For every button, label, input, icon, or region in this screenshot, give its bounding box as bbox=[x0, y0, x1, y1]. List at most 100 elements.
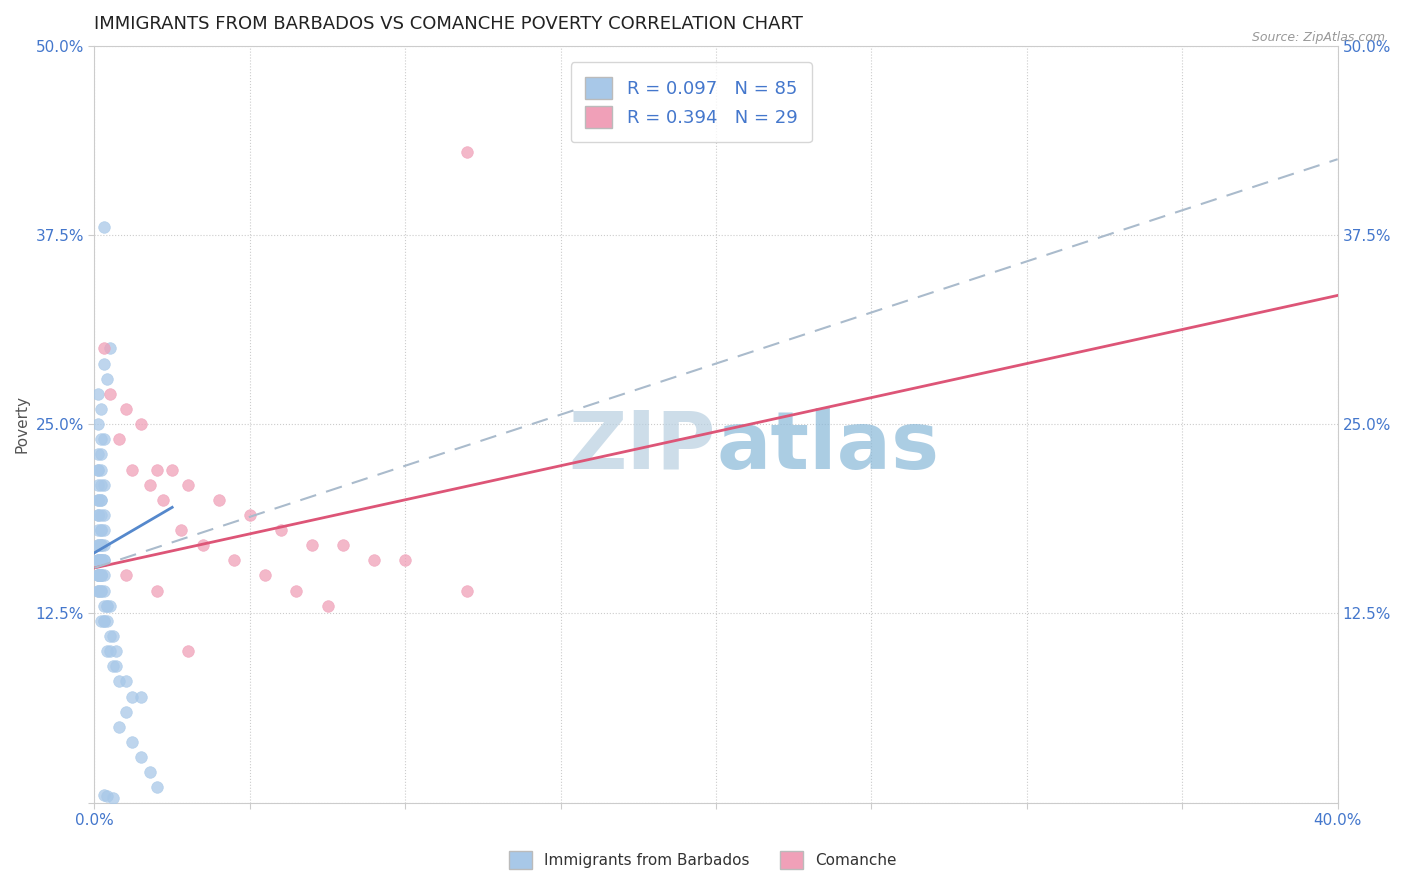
Point bbox=[93, 553, 115, 567]
Legend: Immigrants from Barbados, Comanche: Immigrants from Barbados, Comanche bbox=[503, 845, 903, 875]
Point bbox=[101, 659, 124, 673]
Point bbox=[129, 690, 152, 704]
Point bbox=[129, 417, 152, 431]
Point bbox=[90, 523, 112, 537]
Point bbox=[93, 568, 115, 582]
Point bbox=[93, 508, 115, 522]
Point bbox=[90, 447, 112, 461]
Point bbox=[90, 538, 112, 552]
Point bbox=[93, 432, 115, 446]
Point bbox=[86, 508, 108, 522]
Point bbox=[114, 705, 136, 719]
Point bbox=[121, 690, 143, 704]
Point bbox=[108, 432, 131, 446]
Point bbox=[121, 462, 143, 476]
Point bbox=[90, 477, 112, 491]
Text: IMMIGRANTS FROM BARBADOS VS COMANCHE POVERTY CORRELATION CHART: IMMIGRANTS FROM BARBADOS VS COMANCHE POV… bbox=[94, 15, 803, 33]
Y-axis label: Poverty: Poverty bbox=[15, 395, 30, 453]
Point bbox=[93, 477, 115, 491]
Point bbox=[114, 568, 136, 582]
Point bbox=[93, 614, 115, 628]
Point bbox=[93, 788, 115, 802]
Point bbox=[86, 553, 108, 567]
Point bbox=[86, 492, 108, 507]
Point bbox=[93, 599, 115, 613]
Point bbox=[86, 568, 108, 582]
Point bbox=[90, 553, 112, 567]
Text: ZIP: ZIP bbox=[569, 408, 716, 486]
Point bbox=[90, 523, 112, 537]
Point bbox=[139, 477, 162, 491]
Point bbox=[90, 614, 112, 628]
Point bbox=[101, 629, 124, 643]
Text: Source: ZipAtlas.com: Source: ZipAtlas.com bbox=[1251, 31, 1385, 45]
Point bbox=[363, 553, 385, 567]
Point bbox=[456, 145, 478, 159]
Point bbox=[316, 599, 339, 613]
Point bbox=[98, 644, 121, 658]
Point bbox=[96, 789, 118, 804]
Point bbox=[121, 735, 143, 749]
Point bbox=[114, 401, 136, 416]
Point bbox=[86, 538, 108, 552]
Point bbox=[270, 523, 292, 537]
Point bbox=[90, 553, 112, 567]
Point bbox=[86, 583, 108, 598]
Point bbox=[86, 568, 108, 582]
Point bbox=[90, 492, 112, 507]
Point bbox=[93, 614, 115, 628]
Point bbox=[456, 583, 478, 598]
Point bbox=[86, 508, 108, 522]
Point bbox=[86, 538, 108, 552]
Point bbox=[98, 387, 121, 401]
Point bbox=[332, 538, 354, 552]
Point bbox=[301, 538, 323, 552]
Point bbox=[96, 599, 118, 613]
Point bbox=[90, 538, 112, 552]
Point bbox=[208, 492, 231, 507]
Point bbox=[86, 523, 108, 537]
Point bbox=[86, 387, 108, 401]
Point bbox=[93, 523, 115, 537]
Point bbox=[86, 492, 108, 507]
Point bbox=[96, 644, 118, 658]
Point bbox=[129, 750, 152, 764]
Point bbox=[98, 629, 121, 643]
Point bbox=[98, 342, 121, 356]
Point bbox=[105, 644, 128, 658]
Point bbox=[90, 553, 112, 567]
Point bbox=[86, 568, 108, 582]
Point bbox=[93, 553, 115, 567]
Point bbox=[152, 492, 174, 507]
Point bbox=[139, 765, 162, 780]
Point bbox=[239, 508, 262, 522]
Point bbox=[90, 401, 112, 416]
Point bbox=[145, 462, 167, 476]
Point bbox=[90, 432, 112, 446]
Point bbox=[86, 568, 108, 582]
Point bbox=[160, 462, 183, 476]
Point bbox=[193, 538, 215, 552]
Point bbox=[90, 568, 112, 582]
Point bbox=[114, 674, 136, 689]
Point bbox=[86, 447, 108, 461]
Point bbox=[90, 508, 112, 522]
Point bbox=[90, 568, 112, 582]
Point bbox=[90, 568, 112, 582]
Point bbox=[90, 538, 112, 552]
Point bbox=[86, 583, 108, 598]
Point bbox=[86, 553, 108, 567]
Point bbox=[93, 342, 115, 356]
Point bbox=[145, 583, 167, 598]
Point bbox=[86, 462, 108, 476]
Point bbox=[285, 583, 308, 598]
Point bbox=[170, 523, 193, 537]
Point bbox=[90, 462, 112, 476]
Point bbox=[224, 553, 246, 567]
Point bbox=[105, 659, 128, 673]
Point bbox=[177, 477, 200, 491]
Point bbox=[86, 462, 108, 476]
Point bbox=[101, 791, 124, 805]
Point bbox=[90, 583, 112, 598]
Point bbox=[86, 417, 108, 431]
